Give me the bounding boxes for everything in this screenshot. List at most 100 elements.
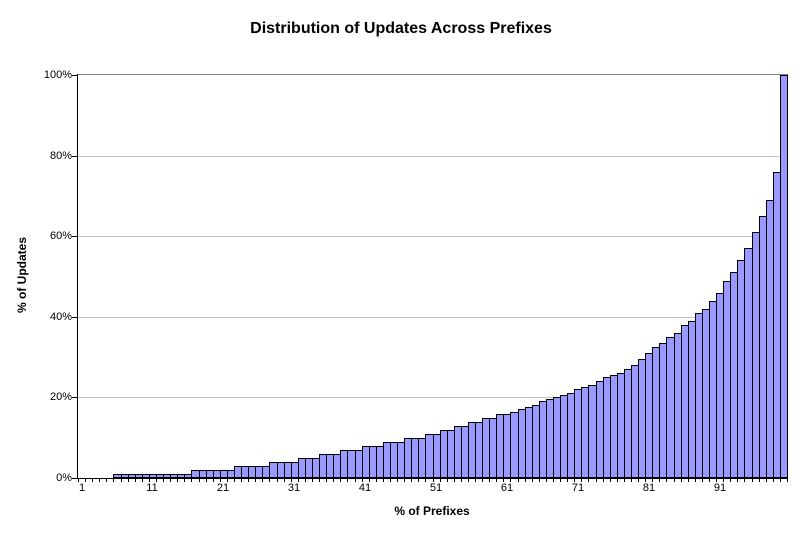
x-tick-label: 91 [713, 482, 727, 494]
x-tick [666, 479, 667, 482]
x-tick [553, 479, 554, 482]
x-tick [433, 479, 434, 482]
x-tick [255, 479, 256, 482]
x-tick-label: 11 [146, 482, 158, 494]
x-tick [92, 479, 93, 482]
x-tick [149, 479, 150, 482]
x-tick [305, 479, 306, 482]
x-tick [99, 479, 100, 482]
x-tick-label: 81 [642, 482, 656, 494]
x-tick [695, 479, 696, 482]
x-tick-label: 31 [287, 482, 301, 494]
x-tick [539, 479, 540, 482]
x-tick [184, 479, 185, 482]
x-tick [468, 479, 469, 482]
x-tick [319, 479, 320, 482]
x-tick [404, 479, 405, 482]
x-tick [737, 479, 738, 482]
x-tick-label: 1 [78, 482, 86, 494]
x-tick [284, 479, 285, 482]
x-tick [333, 479, 334, 482]
x-tick [567, 479, 568, 482]
x-tick [709, 479, 710, 482]
plot-area [72, 74, 788, 482]
x-tick [397, 479, 398, 482]
x-tick [326, 479, 327, 482]
gridline [78, 317, 787, 318]
y-tick-label: 40% [49, 311, 72, 323]
plot-border-top [78, 74, 787, 75]
y-tick [72, 397, 77, 398]
x-axis-line [77, 478, 788, 479]
x-tick [177, 479, 178, 482]
x-tick [355, 479, 356, 482]
x-tick [277, 479, 278, 482]
x-tick [716, 479, 717, 482]
x-tick [383, 479, 384, 482]
x-tick [312, 479, 313, 482]
x-tick [369, 479, 370, 482]
x-tick [645, 479, 646, 482]
x-tick [340, 479, 341, 482]
x-tick [482, 479, 483, 482]
gridline [78, 236, 787, 237]
x-tick [241, 479, 242, 482]
x-tick [496, 479, 497, 482]
x-tick [631, 479, 632, 482]
x-tick [269, 479, 270, 482]
x-tick [617, 479, 618, 482]
x-tick [596, 479, 597, 482]
x-tick [624, 479, 625, 482]
bar [780, 75, 788, 478]
x-tick [546, 479, 547, 482]
x-tick [411, 479, 412, 482]
x-tick [503, 479, 504, 482]
x-tick [156, 479, 157, 482]
x-tick [220, 479, 221, 482]
x-tick [752, 479, 753, 482]
y-axis-line [77, 74, 78, 479]
x-tick [128, 479, 129, 482]
x-tick [780, 479, 781, 482]
x-tick [674, 479, 675, 482]
x-tick [581, 479, 582, 482]
y-tick [72, 236, 77, 237]
x-tick [787, 479, 788, 482]
x-tick [518, 479, 519, 482]
y-tick-label: 0% [56, 472, 72, 484]
x-tick [489, 479, 490, 482]
y-tick [72, 156, 77, 157]
y-tick [72, 75, 77, 76]
x-tick [638, 479, 639, 482]
x-tick [248, 479, 249, 482]
x-tick-label: 71 [571, 482, 585, 494]
y-tick-label: 60% [49, 230, 72, 242]
x-tick [390, 479, 391, 482]
x-tick [773, 479, 774, 482]
x-tick [135, 479, 136, 482]
x-tick [440, 479, 441, 482]
x-tick [206, 479, 207, 482]
x-tick [525, 479, 526, 482]
x-tick [560, 479, 561, 482]
x-tick [78, 479, 79, 482]
x-tick [191, 479, 192, 482]
x-tick [588, 479, 589, 482]
gridline [78, 156, 787, 157]
x-tick [744, 479, 745, 482]
x-tick [362, 479, 363, 482]
x-tick [418, 479, 419, 482]
x-tick [170, 479, 171, 482]
x-tick-label: 51 [429, 482, 443, 494]
x-tick [262, 479, 263, 482]
x-tick-label: 21 [216, 482, 230, 494]
x-tick [113, 479, 114, 482]
x-tick [681, 479, 682, 482]
x-tick [688, 479, 689, 482]
x-tick [659, 479, 660, 482]
x-tick [610, 479, 611, 482]
x-tick [766, 479, 767, 482]
x-tick [652, 479, 653, 482]
x-tick [121, 479, 122, 482]
x-tick [213, 479, 214, 482]
